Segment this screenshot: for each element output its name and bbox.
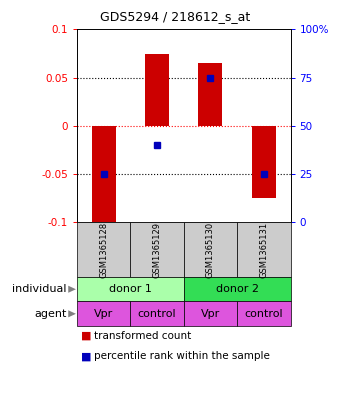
Text: donor 2: donor 2 (216, 284, 259, 294)
Bar (252, 126, 276, 198)
Text: percentile rank within the sample: percentile rank within the sample (94, 351, 270, 362)
Text: individual: individual (12, 284, 66, 294)
Text: control: control (245, 309, 283, 319)
Text: GDS5294 / 218612_s_at: GDS5294 / 218612_s_at (100, 10, 250, 23)
Text: GSM1365129: GSM1365129 (153, 222, 162, 277)
Text: Vpr: Vpr (94, 309, 113, 319)
Bar (145, 53, 169, 126)
Text: GSM1365130: GSM1365130 (206, 222, 215, 277)
Text: donor 1: donor 1 (109, 284, 152, 294)
Text: control: control (138, 309, 176, 319)
Text: ■: ■ (80, 351, 91, 362)
Text: GSM1365128: GSM1365128 (99, 222, 108, 277)
Text: transformed count: transformed count (94, 331, 192, 341)
Text: GSM1365131: GSM1365131 (259, 222, 268, 277)
Bar (92, 126, 116, 225)
Text: ■: ■ (80, 331, 91, 341)
Text: agent: agent (34, 309, 66, 319)
Text: Vpr: Vpr (201, 309, 220, 319)
Bar (198, 63, 223, 126)
